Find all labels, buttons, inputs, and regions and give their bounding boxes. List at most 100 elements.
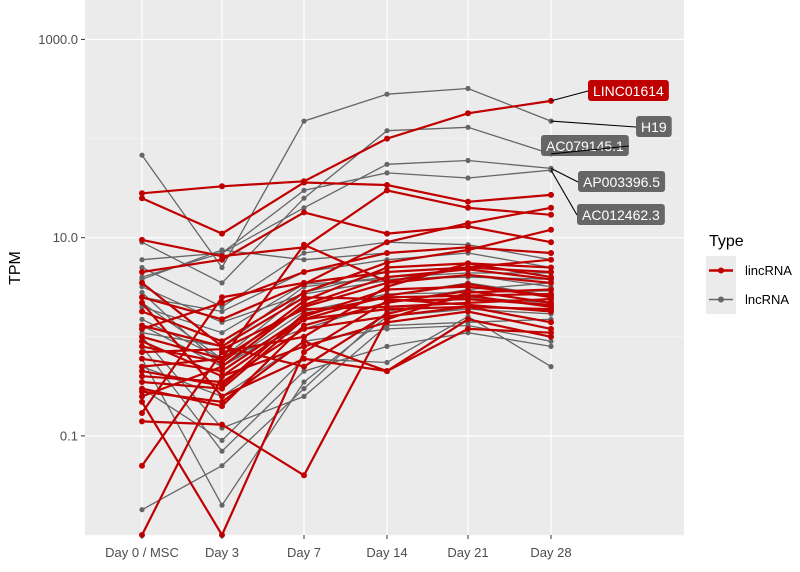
data-point bbox=[465, 303, 471, 310]
x-tick-label: Day 7 bbox=[287, 545, 321, 560]
series-line bbox=[141, 169, 552, 278]
data-point bbox=[301, 195, 307, 201]
data-point bbox=[301, 205, 307, 211]
data-point bbox=[139, 398, 145, 405]
annotation-connector bbox=[550, 145, 629, 155]
data-point bbox=[219, 338, 225, 345]
data-point bbox=[301, 209, 307, 216]
data-point bbox=[219, 463, 225, 469]
data-point bbox=[139, 355, 145, 362]
series-line bbox=[141, 297, 552, 538]
data-point bbox=[548, 269, 554, 275]
data-point bbox=[384, 91, 390, 97]
series-line bbox=[141, 292, 552, 368]
series-line bbox=[141, 126, 552, 284]
annotation-label: H19 bbox=[641, 119, 667, 135]
annotation-box bbox=[636, 116, 672, 137]
series-line bbox=[141, 305, 552, 384]
data-point bbox=[384, 326, 390, 332]
data-point bbox=[301, 386, 307, 392]
legend: Type lincRNA lncRNA bbox=[706, 233, 792, 314]
annotation-box bbox=[577, 204, 665, 225]
data-point bbox=[384, 170, 390, 176]
data-point bbox=[301, 289, 307, 296]
data-point bbox=[465, 157, 471, 164]
data-point bbox=[219, 183, 225, 190]
series-line bbox=[141, 310, 552, 378]
data-point bbox=[219, 398, 225, 405]
data-point bbox=[139, 363, 145, 370]
axis-layer: 0.1 10.0 1000.0 Day 0 / MSC Day 3 Day 7 Day 14… bbox=[38, 32, 571, 560]
data-point bbox=[219, 330, 225, 336]
data-point bbox=[548, 325, 554, 332]
data-point bbox=[301, 279, 307, 286]
annotation-ap003396-5: AP003396.5 bbox=[550, 167, 666, 192]
data-point bbox=[548, 333, 554, 340]
data-point bbox=[465, 175, 471, 181]
annotation-connector bbox=[550, 169, 578, 216]
data-point bbox=[301, 118, 307, 124]
data-point bbox=[139, 418, 145, 425]
annotation-box bbox=[578, 171, 666, 192]
series-line bbox=[141, 305, 552, 536]
data-point bbox=[384, 259, 390, 266]
series-line bbox=[141, 285, 552, 373]
data-point bbox=[465, 260, 471, 267]
data-point bbox=[139, 368, 145, 375]
data-point bbox=[219, 230, 225, 237]
data-point bbox=[301, 179, 307, 186]
data-point bbox=[465, 198, 471, 205]
x-tick-label: Day 21 bbox=[447, 545, 488, 560]
data-point bbox=[384, 135, 390, 142]
data-point bbox=[219, 299, 225, 306]
data-point bbox=[301, 306, 307, 313]
data-point bbox=[139, 373, 145, 380]
data-point bbox=[219, 304, 225, 310]
legend-item-lncrna: lncRNA bbox=[706, 285, 789, 314]
series-line bbox=[141, 87, 552, 269]
data-point bbox=[139, 257, 145, 263]
data-point bbox=[548, 286, 554, 293]
legend-item-lincrna: lincRNA bbox=[706, 256, 792, 285]
data-point bbox=[301, 343, 307, 350]
data-point bbox=[548, 338, 554, 344]
annotation-connector bbox=[550, 90, 589, 102]
data-point bbox=[548, 291, 554, 297]
data-point bbox=[219, 421, 225, 428]
data-point bbox=[384, 279, 390, 286]
data-point bbox=[139, 269, 145, 275]
legend-title: Type bbox=[709, 233, 744, 250]
data-point bbox=[465, 272, 471, 278]
data-point bbox=[219, 437, 225, 443]
legend-key-point bbox=[718, 296, 724, 303]
data-point bbox=[548, 211, 554, 218]
series-line bbox=[141, 272, 551, 348]
data-point bbox=[219, 363, 225, 370]
data-point bbox=[139, 294, 145, 301]
data-point bbox=[548, 296, 554, 303]
data-point bbox=[301, 301, 307, 308]
annotation-connector bbox=[550, 167, 579, 183]
data-point bbox=[548, 276, 554, 283]
series-29 bbox=[139, 303, 554, 385]
x-tick-label: Day 28 bbox=[530, 545, 571, 560]
legend-label: lincRNA bbox=[745, 263, 792, 278]
annotation-box bbox=[588, 80, 669, 101]
data-point bbox=[465, 244, 471, 251]
data-point bbox=[219, 316, 225, 323]
data-point bbox=[219, 368, 225, 375]
series-line bbox=[141, 99, 552, 195]
y-tick-label: 0.1 bbox=[60, 428, 78, 443]
series-5 bbox=[139, 179, 554, 237]
data-point bbox=[139, 338, 145, 345]
data-point bbox=[465, 308, 471, 315]
data-point bbox=[548, 364, 554, 370]
series-line bbox=[141, 211, 552, 274]
series-28 bbox=[139, 308, 554, 380]
data-point bbox=[139, 343, 145, 350]
data-point bbox=[139, 279, 145, 286]
data-point bbox=[139, 462, 145, 469]
data-point bbox=[384, 264, 390, 271]
series-line bbox=[141, 189, 552, 258]
data-point bbox=[219, 343, 225, 350]
